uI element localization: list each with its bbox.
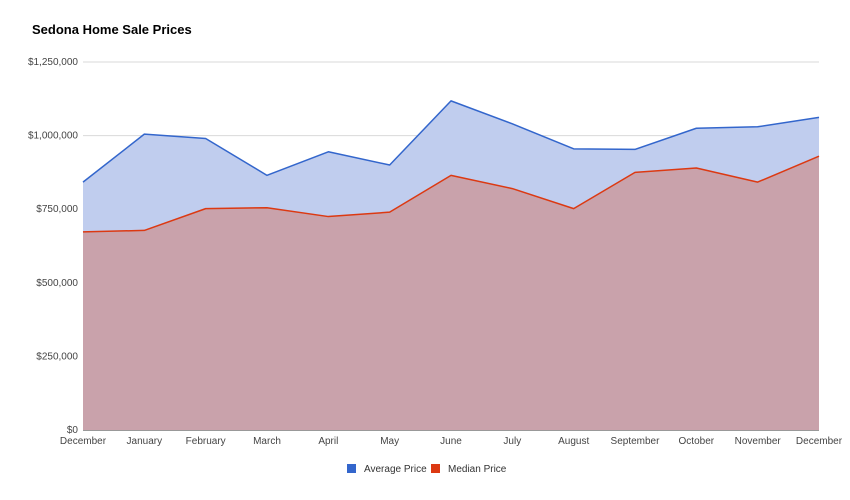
x-tick-label: January bbox=[127, 436, 163, 447]
x-tick-label: September bbox=[611, 436, 661, 447]
legend-item-median-price[interactable]: Median Price bbox=[431, 464, 507, 475]
x-tick-label: June bbox=[440, 436, 462, 447]
series-lines bbox=[82, 100, 820, 233]
y-tick-label: $250,000 bbox=[36, 351, 78, 362]
y-tick-label: $750,000 bbox=[36, 204, 78, 215]
y-axis: $0 $250,000 $500,000 $750,000 $1,000,000 $1,2… bbox=[28, 57, 78, 436]
x-tick-label: July bbox=[503, 436, 521, 447]
legend-swatch bbox=[431, 464, 440, 473]
y-tick-label: $0 bbox=[67, 425, 79, 436]
legend-swatch bbox=[347, 464, 356, 473]
series-area-median-price bbox=[83, 156, 819, 430]
legend[interactable]: Average Price Median Price bbox=[347, 464, 507, 475]
legend-label: Median Price bbox=[448, 464, 507, 475]
x-tick-label: December bbox=[60, 436, 107, 447]
x-tick-label: April bbox=[318, 436, 338, 447]
y-tick-label: $1,000,000 bbox=[28, 131, 78, 142]
y-tick-label: $1,250,000 bbox=[28, 57, 78, 68]
x-tick-label: October bbox=[679, 436, 715, 447]
x-tick-label: December bbox=[796, 436, 843, 447]
y-tick-label: $500,000 bbox=[36, 278, 78, 289]
legend-label: Average Price bbox=[364, 464, 427, 475]
x-axis: December January February March April May June… bbox=[60, 436, 843, 447]
x-tick-label: November bbox=[735, 436, 782, 447]
legend-item-average-price[interactable]: Average Price bbox=[347, 464, 427, 475]
series-areas bbox=[83, 100, 819, 430]
x-tick-label: August bbox=[558, 436, 589, 447]
chart-title: Sedona Home Sale Prices bbox=[32, 22, 192, 37]
x-tick-label: May bbox=[380, 436, 399, 447]
x-tick-label: March bbox=[253, 436, 281, 447]
x-tick-label: February bbox=[186, 436, 226, 447]
